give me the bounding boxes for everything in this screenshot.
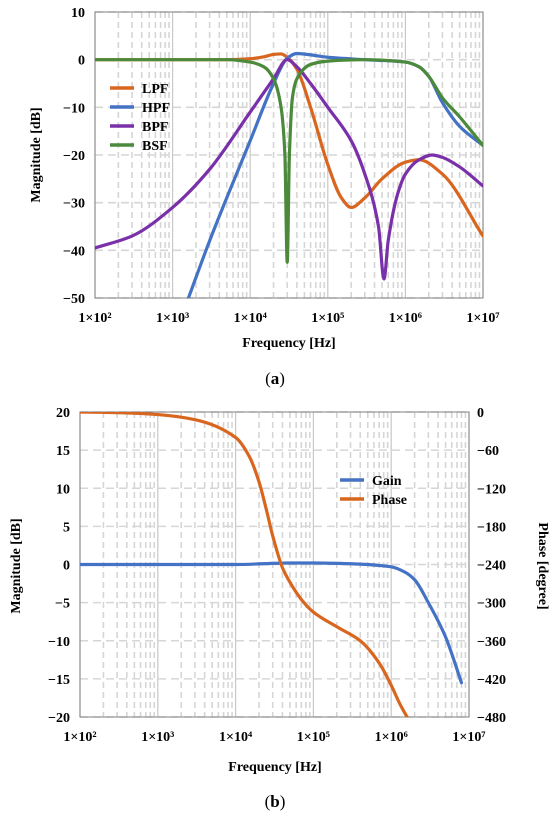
y2-tick-label: −180 — [477, 520, 506, 535]
chart-b-y2-ticks: −480 −420 −360 −300 −240 −180 −120 −60 0 — [477, 406, 506, 726]
y-tick-label: 0 — [78, 54, 85, 69]
y-tick-label: −20 — [63, 149, 85, 164]
x-tick-label: 1×10² — [78, 311, 111, 326]
x-tick-label: 1×10⁶ — [375, 730, 408, 745]
chart-b-legend: Gain Phase — [340, 474, 407, 508]
y-tick-label: −10 — [63, 101, 85, 116]
series-line-bsf — [95, 58, 483, 264]
x-tick-label: 1×10⁴ — [219, 730, 253, 745]
chart-b-x-axis-label: Frequency [Hz] — [228, 760, 321, 775]
y-tick-label: 10 — [56, 482, 70, 497]
chart-a-plot-frame — [94, 11, 484, 299]
x-tick-label: 1×10⁵ — [297, 730, 330, 745]
chart-b-y2-axis-label: Phase [degree] — [535, 522, 550, 609]
legend-label-phase: Phase — [372, 493, 407, 508]
y2-tick-label: −60 — [477, 444, 499, 459]
x-tick-label: 1×10⁷ — [452, 730, 485, 745]
y2-tick-label: −480 — [477, 711, 506, 726]
chart-b-caption: (b) — [265, 792, 286, 811]
x-tick-label: 1×10⁴ — [234, 311, 268, 326]
y2-tick-label: −240 — [477, 559, 506, 574]
y2-tick-label: −300 — [477, 597, 506, 612]
y-tick-label: −15 — [48, 673, 70, 688]
series-line-phase — [80, 412, 409, 717]
y-tick-label: 15 — [56, 444, 70, 459]
y-tick-label: −5 — [55, 597, 70, 612]
y-tick-label: −40 — [63, 244, 85, 259]
y-tick-label: −30 — [63, 197, 85, 212]
y2-tick-label: −420 — [477, 673, 506, 688]
series-line-bpf — [95, 58, 483, 281]
y2-tick-label: −120 — [477, 482, 506, 497]
chart-a-caption: (a) — [265, 369, 285, 388]
chart-a-y-axis-label: Magnitude [dB] — [29, 107, 44, 202]
x-tick-label: 1×10³ — [156, 311, 189, 326]
chart-a-series — [95, 51, 483, 298]
y-tick-label: 0 — [63, 559, 70, 574]
series-line-gain — [80, 561, 464, 685]
y-tick-label: 20 — [56, 406, 70, 421]
chart-b: −20 −15 −10 −5 0 5 10 15 20 −480 −420 −360 −300 −240… — [9, 406, 550, 811]
y2-tick-label: 0 — [477, 406, 484, 421]
y-tick-label: −50 — [63, 292, 85, 307]
x-tick-label: 1×10⁵ — [311, 311, 344, 326]
legend-label-bpf: BPF — [142, 120, 168, 135]
legend-label-lpf: LPF — [142, 82, 168, 97]
y-tick-label: 10 — [71, 6, 85, 21]
chart-a-x-ticks: 1×10² 1×10³ 1×10⁴ 1×10⁵ 1×10⁶ 1×10⁷ — [78, 311, 499, 326]
legend-label-gain: Gain — [372, 474, 402, 489]
chart-b-y-axis-label: Magnitude [dB] — [9, 518, 24, 613]
y2-tick-label: −360 — [477, 635, 506, 650]
chart-a-legend: LPF HPF BPF BSF — [110, 82, 170, 154]
x-tick-label: 1×10³ — [141, 730, 174, 745]
y-tick-label: −20 — [48, 711, 70, 726]
x-tick-label: 1×10⁷ — [466, 311, 499, 326]
x-tick-label: 1×10⁶ — [389, 311, 422, 326]
chart-a-y-ticks: −50 −40 −30 −20 −10 0 10 — [63, 6, 85, 307]
y-tick-label: 5 — [63, 520, 70, 535]
legend-label-hpf: HPF — [142, 101, 170, 116]
chart-b-x-ticks: 1×10² 1×10³ 1×10⁴ 1×10⁵ 1×10⁶ 1×10⁷ — [63, 730, 485, 745]
chart-a-x-axis-label: Frequency [Hz] — [242, 336, 335, 351]
series-line-lpf — [95, 52, 483, 238]
y-tick-label: −10 — [48, 635, 70, 650]
x-tick-label: 1×10² — [63, 730, 96, 745]
chart-b-y-ticks: −20 −15 −10 −5 0 5 10 15 20 — [48, 406, 70, 726]
chart-b-series — [80, 412, 464, 717]
legend-label-bsf: BSF — [142, 139, 168, 154]
